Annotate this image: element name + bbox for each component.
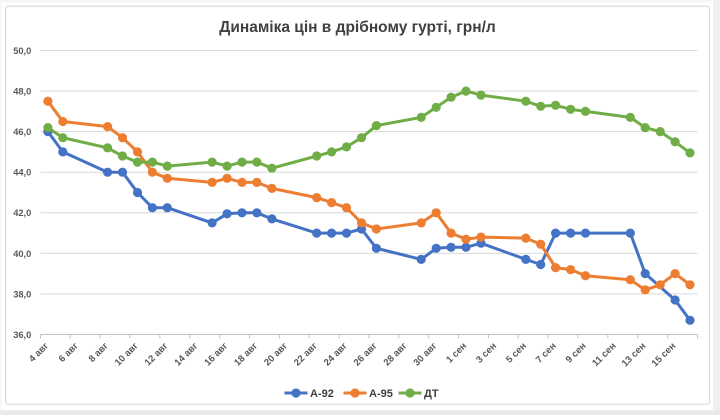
svg-text:38,0: 38,0 — [13, 289, 31, 299]
svg-text:46,0: 46,0 — [13, 127, 31, 137]
svg-text:50,0: 50,0 — [13, 46, 31, 56]
svg-text:А-95: А-95 — [369, 388, 393, 400]
svg-text:42,0: 42,0 — [13, 208, 31, 218]
svg-text:36,0: 36,0 — [13, 330, 31, 340]
svg-text:ДТ: ДТ — [424, 388, 439, 400]
svg-text:40,0: 40,0 — [13, 249, 31, 259]
svg-text:А-92: А-92 — [310, 388, 334, 400]
svg-text:Динаміка цін в дрібному гурті,: Динаміка цін в дрібному гурті, грн/л — [219, 19, 495, 36]
svg-text:44,0: 44,0 — [13, 168, 31, 178]
svg-text:48,0: 48,0 — [13, 86, 31, 96]
